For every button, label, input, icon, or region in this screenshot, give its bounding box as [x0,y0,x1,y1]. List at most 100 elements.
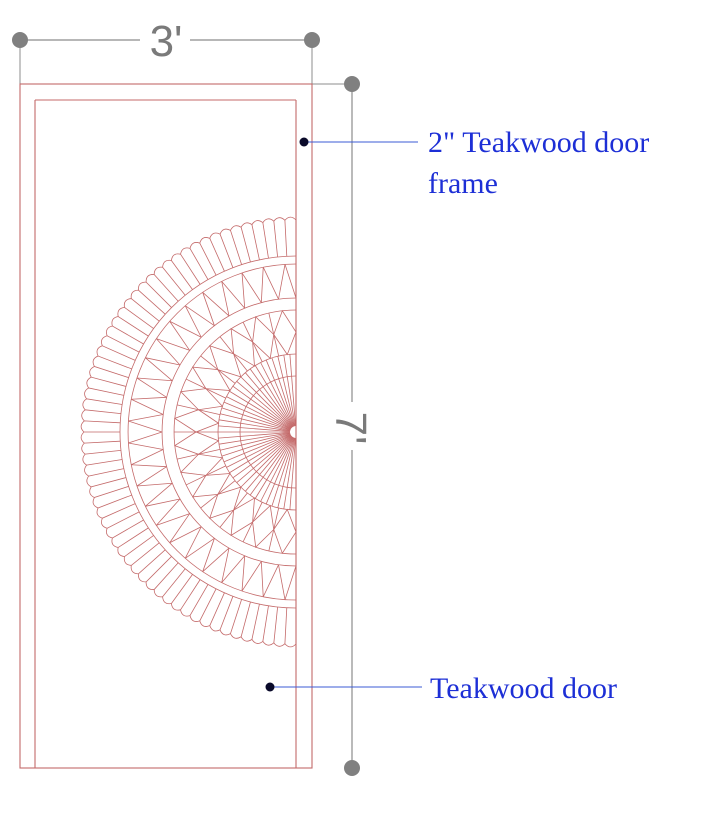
mandala-inner-spoke [249,436,293,496]
mandala-inner-spoke [265,359,295,427]
mandala-triangle-tooth [145,357,181,382]
mandala-outer-petal [138,281,172,308]
mandala-star-petal [252,504,275,549]
width-dimension-endpoint-right [304,32,320,48]
height-dimension-endpoint-top [344,76,360,92]
mandala-outer-petal [180,247,209,280]
mandala-outer-petal [251,604,264,644]
mandala-inner-spoke [240,376,293,429]
door-callout: Teakwood door [265,672,617,705]
mandala-outer-petal [81,440,121,455]
mandala-triangle-tooth [278,564,297,600]
mandala-outer-petal [180,579,201,617]
mandala-outer-petal [262,605,275,646]
mandala-outer-petal [101,503,136,529]
frame-label-line-2: frame [428,167,498,200]
frame-callout: 2" Teakwood door frame [299,126,649,200]
mandala-inner-spoke [223,433,291,463]
width-dimension-label: 3' [150,17,183,66]
mandala-inner-spoke [260,437,294,502]
mandala-inner-spoke [265,437,295,505]
mandala-inner-spoke [218,419,291,432]
door-frame [19,83,313,769]
mandala-triangle-tooth [241,555,262,592]
mandala-inner-spoke [220,433,291,451]
mandala-outer-petal [111,316,149,337]
mandala-triangle-tooth [128,431,164,450]
mandala-inner-spoke [245,436,293,492]
mandala-outer-petal [240,222,260,260]
width-dimension: 3' [12,17,320,768]
mandala-outer-petal [96,494,132,519]
mandala-inner-spoke [271,357,295,427]
height-label-background [328,402,376,450]
mandala-outer-petal [170,574,193,611]
mandala-outer-petal [209,232,234,268]
mandala-outer-petal [123,535,154,566]
frame-label-line-1: 2" Teakwood door [428,126,649,159]
mandala-outer-petal [162,568,186,605]
mandala-inner-spoke [277,437,295,508]
mandala-outer-petal [145,556,172,590]
mandala-star-divider [200,480,236,509]
mandala-star-petal [209,486,242,519]
mandala-outer-petal [84,387,124,400]
mandala-star-divider [219,336,248,372]
mandala-star-divider [185,378,226,399]
mandala-triangle-tooth [131,396,167,415]
mandala-outer-petal [123,298,160,322]
mandala-triangle-tooth [221,547,246,583]
mandala-outer-petal [86,468,124,488]
mandala-triangle-tooth [221,281,246,317]
mandala-triangle-tooth [260,267,279,303]
mandala-outer-petal [81,409,122,422]
mandala-outer-petal [219,596,234,636]
mandala-outer-petal [199,237,225,272]
mandala-triangle-tooth [131,449,167,468]
mandala-star-petal [191,366,231,391]
mandala-outer-petal [251,220,269,259]
mandala-outer-petal [86,376,127,389]
mandala-ring [173,309,297,555]
mandala-outer-petal [273,606,286,647]
height-dimension: 7' [20,76,376,776]
mandala-outer-petal [130,542,160,575]
mandala-outer-petal [153,266,186,296]
mandala-star-petal [179,453,224,476]
mandala-outer-petal [84,459,123,477]
mandala-star-divider [176,404,221,416]
mandala-triangle-tooth [184,526,215,559]
mandala-inner-spoke [254,436,294,499]
mandala-triangle-tooth [241,272,262,309]
mandala-inner-spoke [229,434,292,474]
width-dimension-endpoint-left [12,32,28,48]
mandala-inner-spoke [223,401,291,431]
mandala-ring [127,263,297,601]
mandala-star-petal [230,327,255,367]
mandala-inner-spoke [271,437,295,507]
height-dimension-label: 7' [326,412,375,445]
mandala-outer-petal [82,398,123,411]
mandala-inner-spoke [226,434,291,468]
mandala-triangle-tooth [128,414,164,433]
mandala-star-divider [242,502,263,543]
mandala-star-divider [200,355,236,384]
mandala-outer-petal [170,253,201,285]
mandala-inner-spoke [240,435,293,488]
mandala-inner-spoke [232,385,292,429]
mandala-outer-petal [92,486,129,509]
mandala-outer-petal [96,345,136,361]
mandala-outer-petal [145,274,179,302]
mandala-outer-petal [101,335,140,353]
mandala-triangle-tooth [184,305,215,338]
mandala-inner-spoke [218,425,291,432]
mandala-outer-petal [106,325,144,345]
mandala-inner-spoke [221,407,291,431]
mandala-outer-petal [106,511,140,539]
frame-leader-dot [299,137,309,147]
mandala-star-divider [176,448,221,460]
mandala-star-divider [219,492,248,528]
mandala-inner-spoke [289,437,296,510]
mandala-outer-petal [199,588,217,627]
mandala-inner-spoke [249,368,293,428]
